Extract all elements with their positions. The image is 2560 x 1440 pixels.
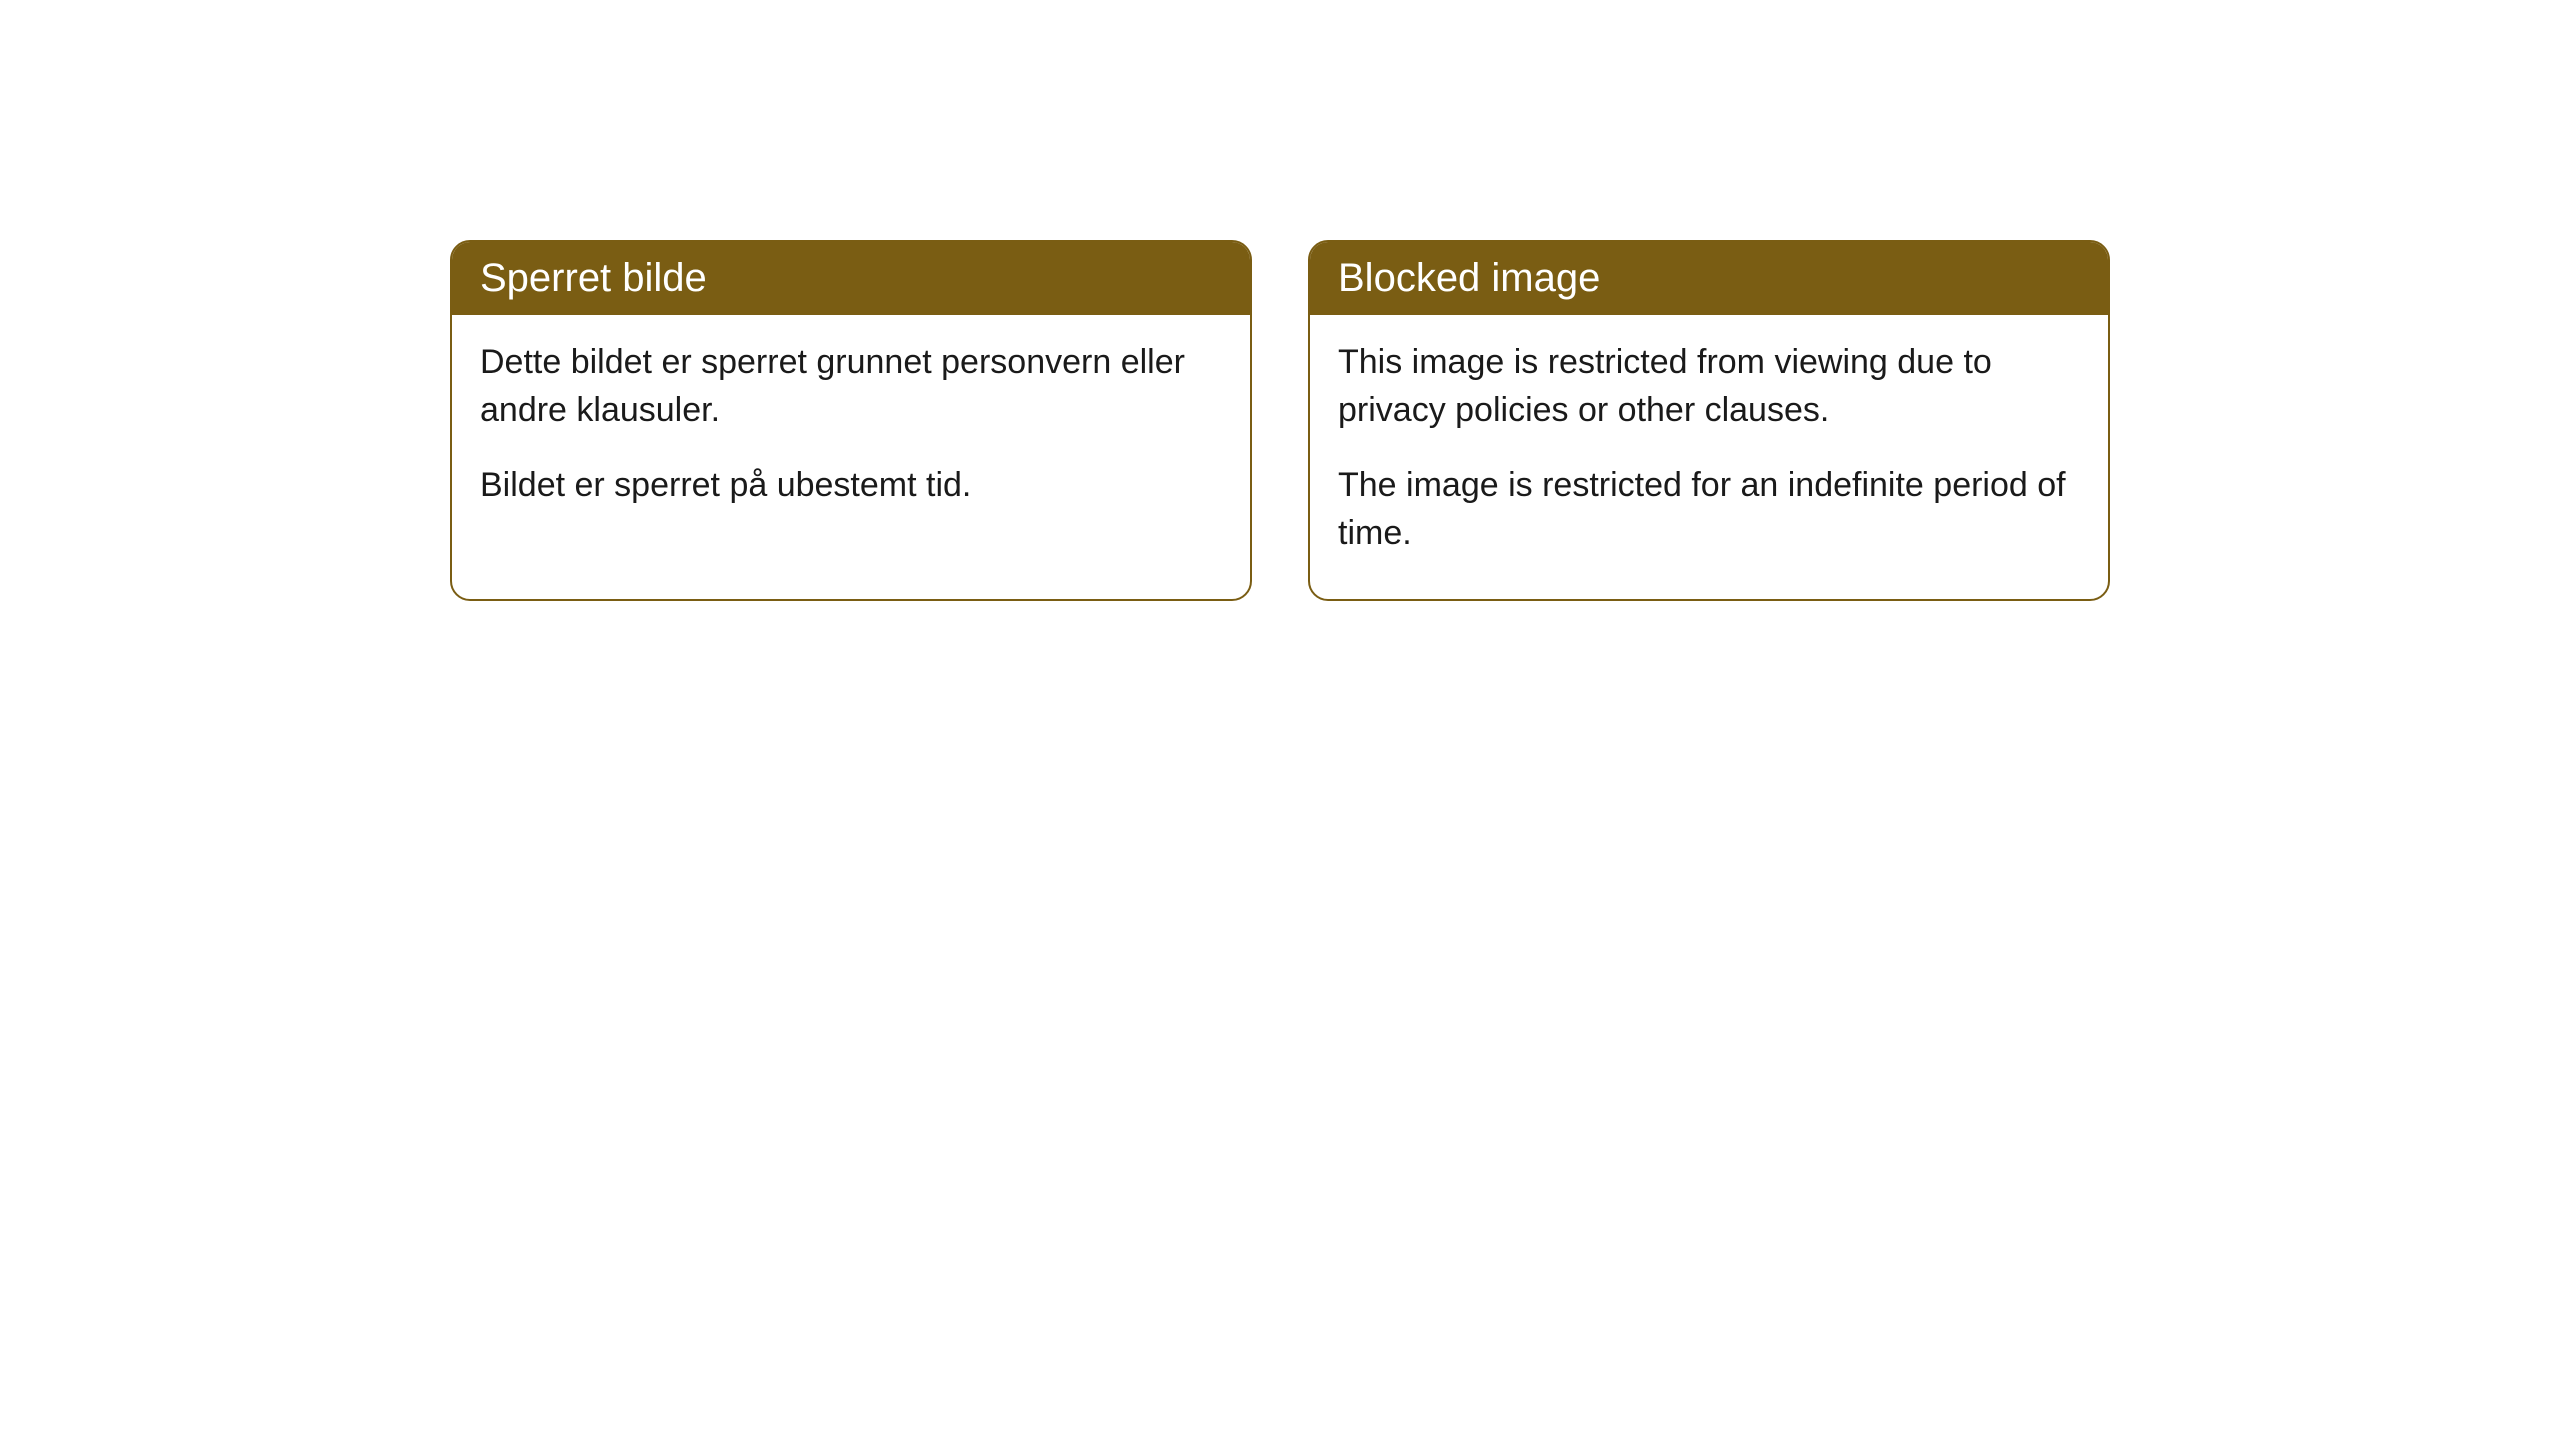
card-paragraph: The image is restricted for an indefinit… (1338, 462, 2080, 557)
notice-card-norwegian: Sperret bilde Dette bildet er sperret gr… (450, 240, 1252, 601)
card-title: Blocked image (1338, 256, 1600, 300)
card-title: Sperret bilde (480, 256, 707, 300)
notice-card-english: Blocked image This image is restricted f… (1308, 240, 2110, 601)
card-body-english: This image is restricted from viewing du… (1310, 315, 2108, 599)
card-body-norwegian: Dette bildet er sperret grunnet personve… (452, 315, 1250, 552)
card-paragraph: Bildet er sperret på ubestemt tid. (480, 462, 1222, 510)
card-paragraph: Dette bildet er sperret grunnet personve… (480, 339, 1222, 434)
card-paragraph: This image is restricted from viewing du… (1338, 339, 2080, 434)
notice-cards-container: Sperret bilde Dette bildet er sperret gr… (450, 240, 2110, 601)
card-header-norwegian: Sperret bilde (452, 242, 1250, 315)
card-header-english: Blocked image (1310, 242, 2108, 315)
